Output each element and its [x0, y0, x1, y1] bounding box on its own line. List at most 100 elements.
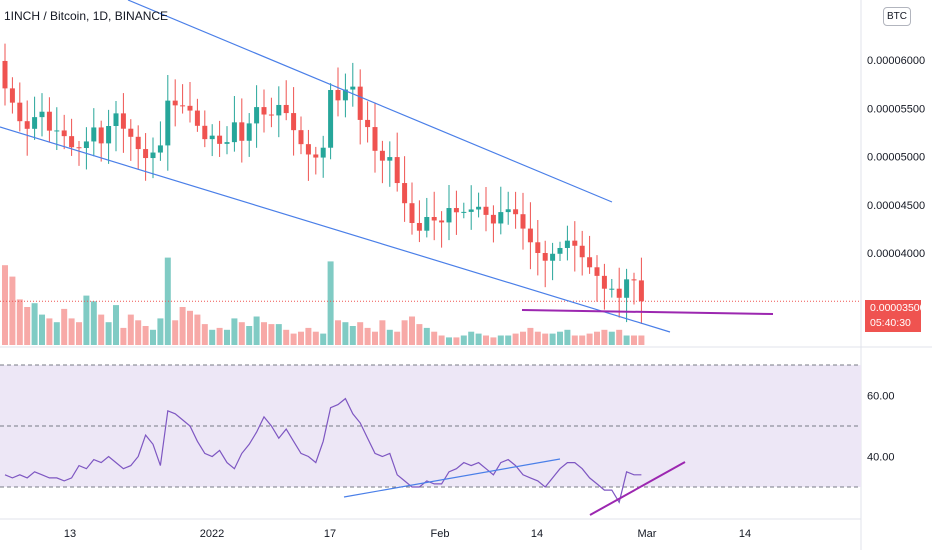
candle-body: [283, 104, 289, 114]
channel-lower-trendline[interactable]: [0, 126, 671, 333]
candle-body: [187, 105, 193, 111]
candle-body: [379, 150, 385, 161]
price-tick-label: 0.00005500: [867, 103, 925, 115]
candle-body: [2, 60, 8, 89]
last-price-label: 0.00003500 05:40:30: [865, 300, 925, 332]
candle-body: [527, 228, 533, 243]
candle-body: [342, 89, 348, 101]
volume-bar: [2, 265, 8, 345]
volume-bar: [564, 329, 571, 345]
time-tick-label: 13: [64, 528, 76, 540]
candle-body: [638, 280, 644, 302]
volume-bar: [616, 329, 623, 345]
candle-body: [91, 127, 97, 142]
volume-bar: [453, 337, 460, 345]
candle-body: [624, 279, 630, 298]
volume-bar: [416, 324, 423, 345]
volume-bar: [342, 322, 349, 345]
volume-bar: [253, 316, 260, 345]
volume-bar: [53, 322, 60, 345]
candle-body: [476, 206, 482, 210]
volume-bar: [283, 329, 290, 345]
volume-bar: [113, 305, 119, 345]
candle-body: [39, 111, 45, 118]
rsi-line: [4, 397, 642, 504]
candle-body: [83, 141, 89, 149]
candle-body: [461, 211, 467, 213]
candle-body: [291, 113, 297, 131]
currency-badge[interactable]: BTC: [883, 7, 911, 26]
volume-bar: [9, 276, 16, 345]
volume-bar: [401, 320, 408, 345]
price-tick-label: 0.00005000: [867, 152, 925, 164]
candle-body: [564, 240, 570, 248]
candle-body: [557, 247, 563, 254]
volume-bar: [39, 314, 45, 345]
volume-bar: [349, 326, 356, 345]
candle-body: [513, 209, 519, 215]
candle-body: [24, 121, 30, 129]
rsi-levels: [0, 364, 861, 488]
volume-bar: [586, 333, 593, 345]
volume-bar: [246, 326, 253, 345]
volume-bar: [275, 324, 282, 345]
candle-body: [217, 135, 223, 144]
candle-body: [298, 130, 304, 145]
rsi-trendline-blue[interactable]: [343, 458, 561, 498]
price-tick-label: 0.00006000: [867, 55, 925, 67]
volume-bar: [179, 307, 186, 345]
candle-body: [172, 100, 178, 106]
candle-body: [113, 113, 119, 127]
candle-body: [594, 267, 600, 276]
rsi-axis-ticks: 60.00 40.00: [867, 391, 895, 464]
time-axis-ticks: 13 2022 17 Feb 14 Mar 14: [64, 528, 751, 540]
candle-body: [32, 117, 38, 129]
volume-bar: [512, 333, 519, 345]
candle-body: [483, 206, 489, 215]
volume-bar: [542, 333, 549, 345]
time-tick-label: 14: [739, 528, 751, 540]
candle-body: [76, 147, 82, 149]
candle-body: [409, 203, 415, 223]
candle-body: [54, 130, 60, 132]
volume-bar: [312, 331, 319, 345]
candle-body: [194, 110, 200, 126]
candle-body: [328, 90, 334, 148]
candle-body: [535, 242, 541, 253]
channel-upper-trendline[interactable]: [127, 0, 613, 203]
candle-body: [550, 253, 556, 261]
price-axis-ticks: 0.00006000 0.00005500 0.00005000 0.00004500…: [867, 55, 925, 260]
support-line[interactable]: [521, 309, 774, 315]
volume-bar: [409, 316, 415, 345]
candle-body: [143, 149, 149, 159]
candle-body: [46, 111, 52, 131]
candle-body: [98, 127, 104, 144]
volume-bar: [105, 322, 112, 345]
volume-bar: [623, 335, 630, 345]
candle-body: [350, 86, 356, 90]
candle-body: [165, 100, 171, 146]
volume-bar: [475, 333, 482, 345]
candle-body: [402, 183, 408, 204]
volume-bar: [520, 331, 526, 345]
volume-bar: [490, 337, 497, 345]
price-tick-label: 0.00004500: [867, 200, 925, 212]
volume-bar: [201, 324, 208, 345]
candle-body: [439, 220, 445, 223]
rsi-trendline-purple[interactable]: [589, 461, 686, 516]
candle-body: [254, 107, 260, 124]
volume-bar: [557, 331, 563, 345]
candle-body: [239, 122, 245, 141]
time-tick-label: 14: [531, 528, 543, 540]
time-tick-label: 17: [324, 528, 336, 540]
volume-bar: [209, 329, 216, 345]
candle-body: [246, 123, 252, 141]
rsi-tick-label: 60.00: [867, 391, 895, 403]
volume-bar: [164, 257, 171, 345]
volume-bar: [172, 320, 179, 345]
volume-bar: [357, 322, 364, 345]
volume-bar: [90, 301, 97, 345]
volume-bar: [238, 322, 245, 345]
volume-bar: [483, 335, 489, 345]
